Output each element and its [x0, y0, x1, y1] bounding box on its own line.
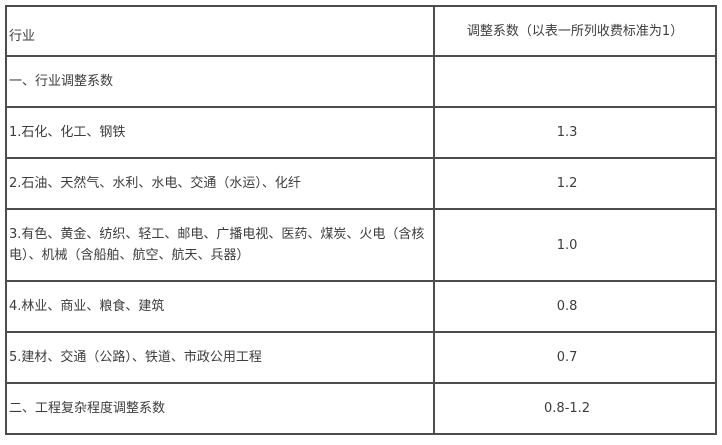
industry-cell: 4.林业、商业、粮食、建筑	[4, 280, 436, 333]
industry-cell: 二、工程复杂程度调整系数	[4, 382, 436, 435]
industry-cell: 5.建材、交通（公路）、铁道、市政公用工程	[4, 331, 436, 384]
table-row: 3.有色、黄金、纺织、轻工、邮电、广播电视、医药、煤炭、火电（含核电）、机械（含…	[4, 208, 717, 282]
coefficient-cell: 1.0	[433, 208, 717, 282]
table-row: 5.建材、交通（公路）、铁道、市政公用工程 0.7	[4, 331, 717, 384]
industry-coefficient-table: 行业 调整系数（以表一所列收费标准为1） 一、行业调整系数 1.石化、化工、钢铁 1…	[4, 5, 717, 435]
industry-column-header: 行业	[4, 5, 436, 57]
industry-cell: 一、行业调整系数	[4, 55, 436, 108]
table-row: 二、工程复杂程度调整系数 0.8-1.2	[4, 382, 717, 435]
table-row: 1.石化、化工、钢铁 1.3	[4, 106, 717, 159]
table-row: 2.石油、天然气、水利、水电、交通（水运）、化纤 1.2	[4, 157, 717, 210]
table-row: 一、行业调整系数	[4, 55, 717, 108]
industry-cell: 2.石油、天然气、水利、水电、交通（水运）、化纤	[4, 157, 436, 210]
coefficient-cell: 0.7	[433, 331, 717, 384]
coefficient-cell: 1.3	[433, 106, 717, 159]
coefficient-cell: 1.2	[433, 157, 717, 210]
table-body: 一、行业调整系数 1.石化、化工、钢铁 1.3 2.石油、天然气、水利、水电、交通（水…	[4, 55, 717, 435]
industry-cell: 3.有色、黄金、纺织、轻工、邮电、广播电视、医药、煤炭、火电（含核电）、机械（含…	[4, 208, 436, 282]
coefficient-cell	[433, 55, 717, 108]
coefficient-cell: 0.8	[433, 280, 717, 333]
coefficient-cell: 0.8-1.2	[433, 382, 717, 435]
coefficient-column-header: 调整系数（以表一所列收费标准为1）	[433, 5, 717, 57]
table-row: 4.林业、商业、粮食、建筑 0.8	[4, 280, 717, 333]
industry-cell: 1.石化、化工、钢铁	[4, 106, 436, 159]
header-row: 行业 调整系数（以表一所列收费标准为1）	[4, 5, 717, 57]
table-header: 行业 调整系数（以表一所列收费标准为1）	[4, 5, 717, 57]
